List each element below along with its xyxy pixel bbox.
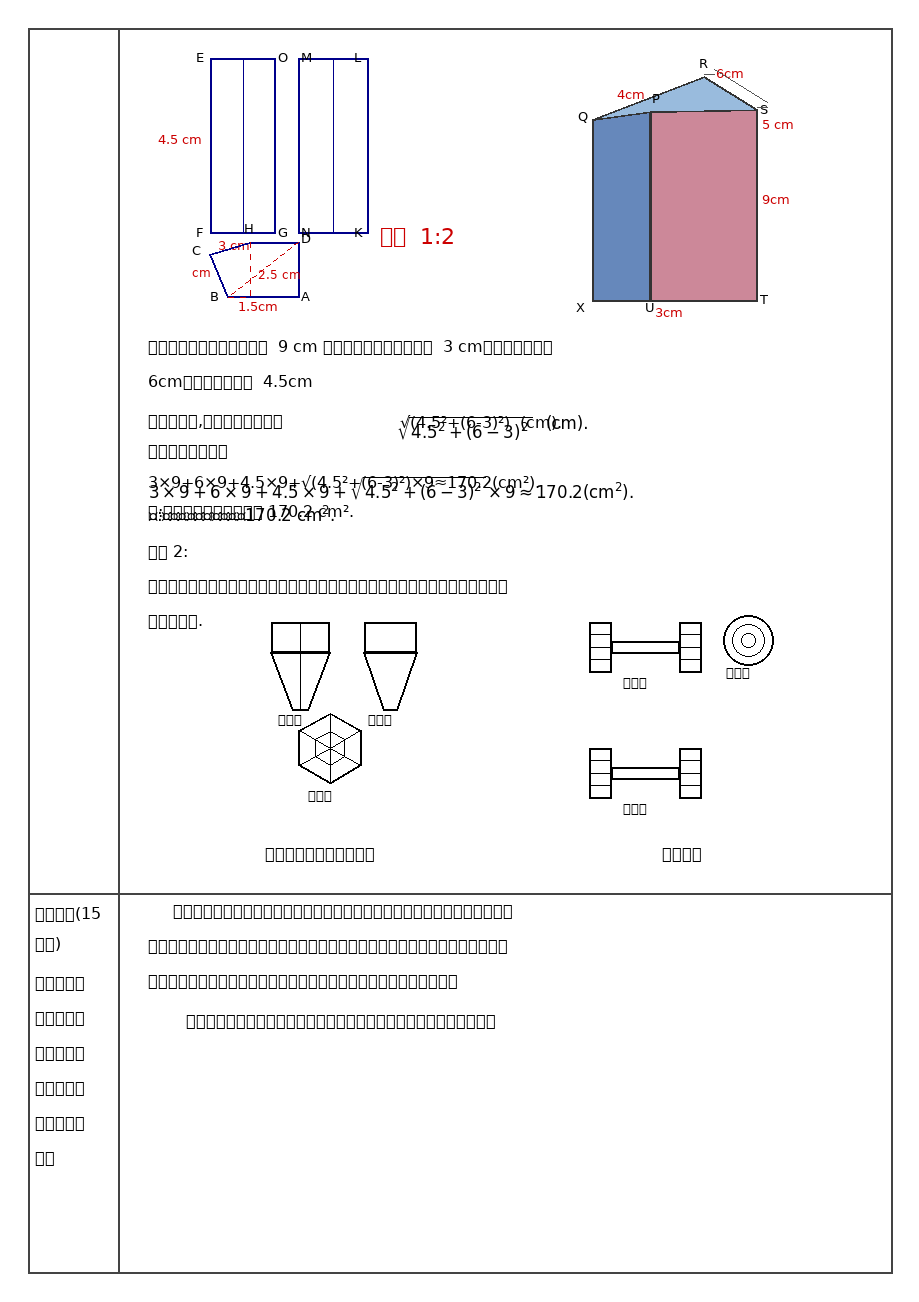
Text: $3\times9+6\times9+4.5\times9+\sqrt{4.5^2+(6-3)^2}\times9\approx170.2(\mathrm{cm: $3\times9+6\times9+4.5\times9+\sqrt{4.5^… [148,475,633,504]
Text: 答:这个几何体的侧面积为170.2 cm$^2$.: 答:这个几何体的侧面积为170.2 cm$^2$. [148,505,335,525]
Text: $\sqrt{4.5^2+(6-3)^2}$: $\sqrt{4.5^2+(6-3)^2}$ [395,415,531,443]
Text: (cm).: (cm). [545,415,589,434]
